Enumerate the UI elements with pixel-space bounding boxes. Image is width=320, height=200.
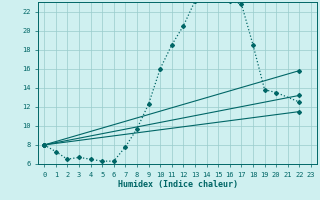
X-axis label: Humidex (Indice chaleur): Humidex (Indice chaleur)	[118, 180, 238, 189]
